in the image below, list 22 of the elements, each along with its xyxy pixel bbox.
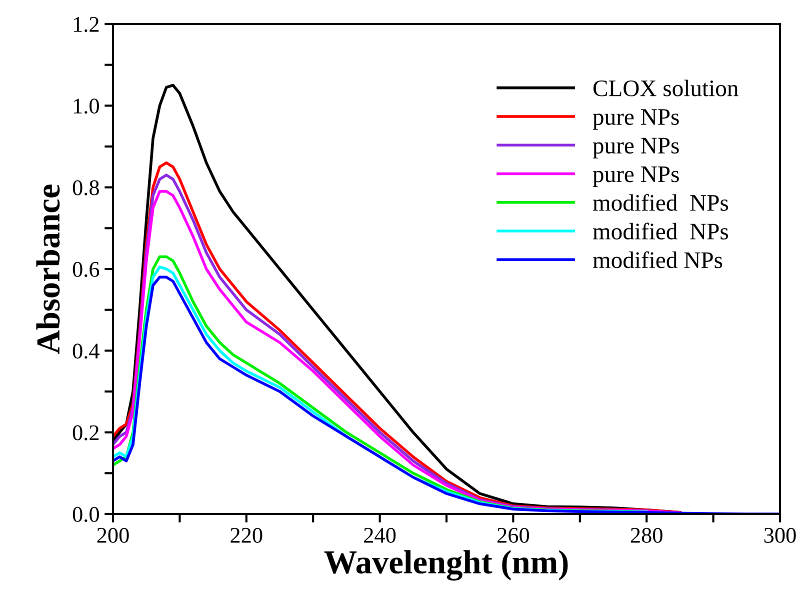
y-tick-label: 1.2 — [74, 16, 99, 32]
y-tick-label: 0.4 — [72, 344, 100, 359]
legend-label: CLOX solution — [593, 80, 738, 96]
x-axis-title: Wavelenght (nm) — [324, 550, 568, 581]
legend-label: pure NPs — [592, 166, 679, 188]
legend-label: pure NPs — [592, 109, 679, 130]
x-tick-label: 240 — [364, 528, 396, 543]
y-tick-label: 0.6 — [72, 262, 100, 278]
y-tick-label: 0.2 — [72, 425, 99, 440]
y-tick-label: 0.8 — [72, 180, 99, 196]
x-tick-label: 300 — [764, 528, 796, 543]
x-tick-label: 200 — [97, 528, 129, 543]
x-tick-label: 220 — [230, 528, 262, 543]
x-tick-label: 280 — [630, 528, 662, 543]
legend-label: modified NPs — [592, 222, 728, 240]
x-tick-label: 260 — [498, 528, 530, 543]
legend-label: pure NPs — [592, 138, 679, 158]
y-tick-label: 0.0 — [72, 506, 99, 522]
legend-label: modified NPs — [592, 251, 722, 268]
y-tick-label: 1.0 — [74, 98, 99, 114]
legend-label: modified NPs — [592, 194, 728, 211]
y-axis-title: Absorbance — [36, 184, 60, 354]
